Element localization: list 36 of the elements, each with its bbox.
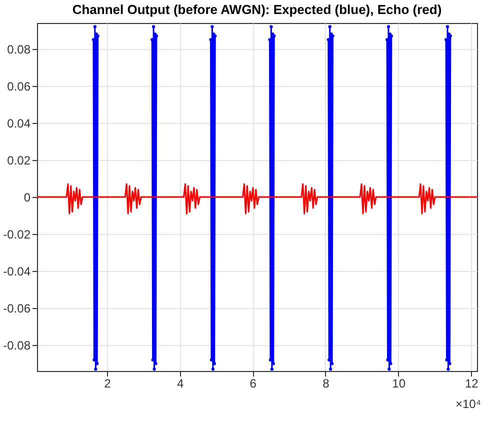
point (270, 25, 273, 28)
y-tick-label: -0.08 (3, 338, 31, 353)
x-tick-label: 10 (392, 376, 406, 390)
y-tick-label: 0.08 (7, 42, 31, 56)
point (96, 362, 99, 366)
y-tick-label: 0 (24, 190, 31, 204)
chart-title: Channel Output (before AWGN): Expected (blue), Echo (red) (72, 2, 442, 17)
point (388, 368, 391, 371)
point (270, 368, 274, 371)
point (448, 362, 452, 366)
y-tick-label: 0.06 (7, 79, 31, 94)
y-tick-label: -0.02 (3, 228, 31, 242)
point (211, 368, 215, 371)
x-tick-label: 2 (104, 376, 112, 390)
point (446, 368, 450, 371)
y-tick-label: -0.04 (3, 264, 31, 279)
point (152, 368, 156, 371)
point (389, 362, 392, 366)
point (93, 25, 96, 28)
point (386, 25, 390, 28)
point (152, 25, 156, 28)
point (328, 25, 332, 28)
point (94, 368, 98, 371)
point (326, 38, 330, 42)
y-tick-label: 0.02 (7, 153, 31, 168)
x-tick-label: 4 (176, 376, 184, 390)
point (446, 25, 450, 28)
x-tick-label: 8 (322, 376, 330, 390)
x-tick-label: 6 (250, 376, 257, 390)
text: ×10⁴ (455, 397, 481, 411)
y-tick-label: -0.06 (3, 302, 31, 316)
line-series (37, 183, 477, 214)
x-tick-label: 12 (464, 376, 479, 390)
y-tick-label: 0.04 (7, 116, 31, 130)
point (328, 368, 332, 371)
point (210, 25, 214, 28)
